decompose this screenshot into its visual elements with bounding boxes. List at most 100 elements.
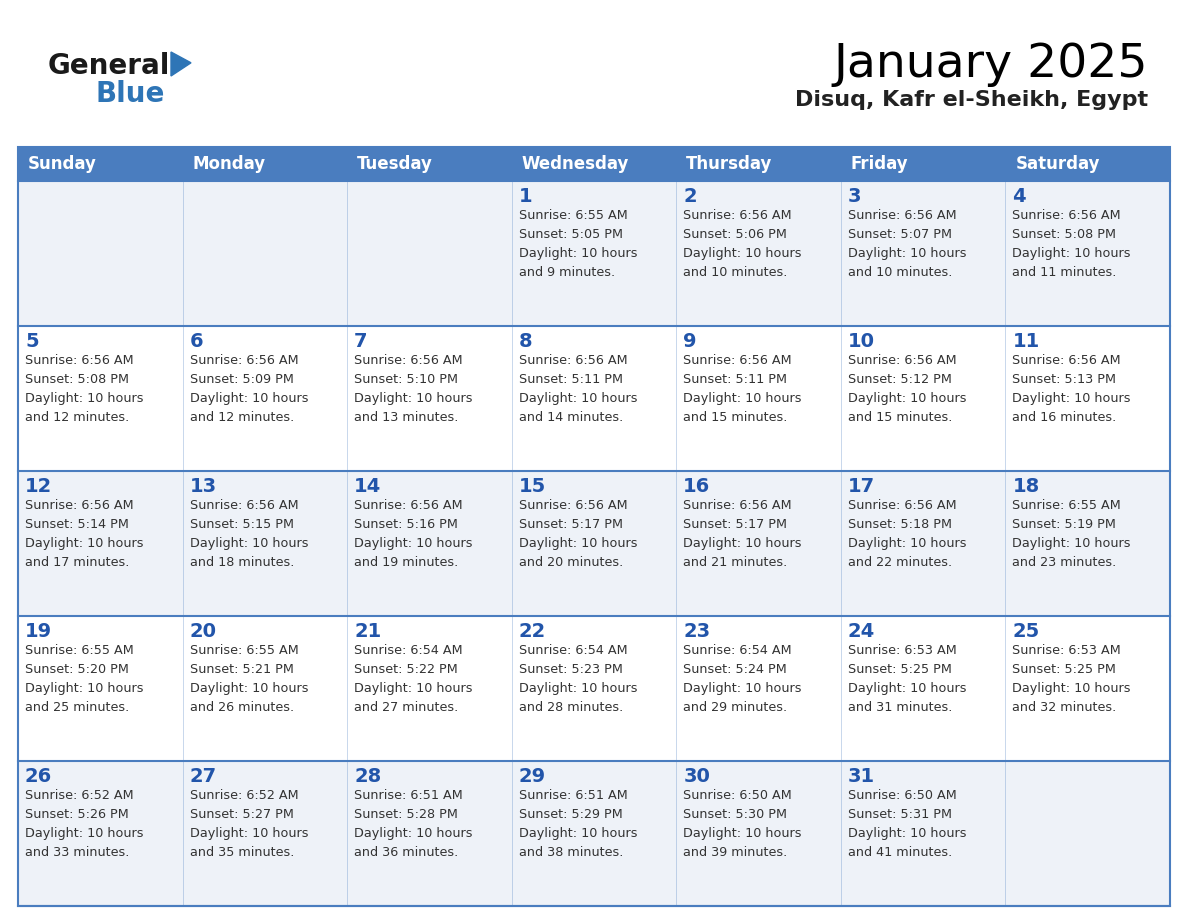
Bar <box>841 147 1005 181</box>
Text: and 16 minutes.: and 16 minutes. <box>1012 411 1117 424</box>
Text: and 9 minutes.: and 9 minutes. <box>519 266 615 279</box>
Text: and 12 minutes.: and 12 minutes. <box>25 411 129 424</box>
Text: Sunset: 5:06 PM: Sunset: 5:06 PM <box>683 228 788 241</box>
Text: Sunset: 5:24 PM: Sunset: 5:24 PM <box>683 663 786 676</box>
Text: 2: 2 <box>683 187 697 206</box>
Text: Sunrise: 6:54 AM: Sunrise: 6:54 AM <box>683 644 792 657</box>
Text: Daylight: 10 hours: Daylight: 10 hours <box>683 827 802 840</box>
Text: Daylight: 10 hours: Daylight: 10 hours <box>25 682 144 695</box>
Text: Sunset: 5:16 PM: Sunset: 5:16 PM <box>354 518 459 531</box>
Text: Sunset: 5:21 PM: Sunset: 5:21 PM <box>190 663 293 676</box>
Text: Sunrise: 6:56 AM: Sunrise: 6:56 AM <box>848 499 956 512</box>
Text: Sunset: 5:26 PM: Sunset: 5:26 PM <box>25 808 128 821</box>
Text: Sunrise: 6:56 AM: Sunrise: 6:56 AM <box>683 209 792 222</box>
Text: Sunset: 5:15 PM: Sunset: 5:15 PM <box>190 518 293 531</box>
Text: Sunrise: 6:51 AM: Sunrise: 6:51 AM <box>519 789 627 802</box>
Bar <box>183 147 347 181</box>
Text: and 22 minutes.: and 22 minutes. <box>848 556 952 569</box>
Text: Sunrise: 6:55 AM: Sunrise: 6:55 AM <box>1012 499 1121 512</box>
Text: Sunset: 5:10 PM: Sunset: 5:10 PM <box>354 373 459 386</box>
Text: Daylight: 10 hours: Daylight: 10 hours <box>683 537 802 550</box>
Text: 5: 5 <box>25 332 39 351</box>
Text: 20: 20 <box>190 622 216 641</box>
Text: 22: 22 <box>519 622 546 641</box>
Text: and 12 minutes.: and 12 minutes. <box>190 411 293 424</box>
Text: and 29 minutes.: and 29 minutes. <box>683 701 788 714</box>
Text: Thursday: Thursday <box>687 155 772 173</box>
Text: Sunrise: 6:56 AM: Sunrise: 6:56 AM <box>519 354 627 367</box>
Text: Sunday: Sunday <box>29 155 97 173</box>
Text: and 27 minutes.: and 27 minutes. <box>354 701 459 714</box>
Text: Sunrise: 6:55 AM: Sunrise: 6:55 AM <box>519 209 627 222</box>
Bar <box>18 181 1170 326</box>
Text: Sunrise: 6:54 AM: Sunrise: 6:54 AM <box>519 644 627 657</box>
Text: and 15 minutes.: and 15 minutes. <box>848 411 953 424</box>
Text: Sunset: 5:14 PM: Sunset: 5:14 PM <box>25 518 128 531</box>
Text: 6: 6 <box>190 332 203 351</box>
Text: 23: 23 <box>683 622 710 641</box>
Bar <box>18 471 1170 616</box>
Text: and 35 minutes.: and 35 minutes. <box>190 846 293 859</box>
Text: Sunrise: 6:55 AM: Sunrise: 6:55 AM <box>190 644 298 657</box>
Text: Daylight: 10 hours: Daylight: 10 hours <box>354 537 473 550</box>
Text: 11: 11 <box>1012 332 1040 351</box>
Text: Sunset: 5:30 PM: Sunset: 5:30 PM <box>683 808 788 821</box>
Text: Sunset: 5:29 PM: Sunset: 5:29 PM <box>519 808 623 821</box>
Bar <box>18 147 1170 906</box>
Text: Sunset: 5:08 PM: Sunset: 5:08 PM <box>1012 228 1117 241</box>
Text: Sunrise: 6:52 AM: Sunrise: 6:52 AM <box>190 789 298 802</box>
Text: Daylight: 10 hours: Daylight: 10 hours <box>1012 392 1131 405</box>
Text: Sunrise: 6:56 AM: Sunrise: 6:56 AM <box>1012 354 1121 367</box>
Text: 17: 17 <box>848 477 876 496</box>
Text: 9: 9 <box>683 332 697 351</box>
Text: Sunset: 5:23 PM: Sunset: 5:23 PM <box>519 663 623 676</box>
Text: 1: 1 <box>519 187 532 206</box>
Text: 14: 14 <box>354 477 381 496</box>
Text: 4: 4 <box>1012 187 1026 206</box>
Text: Friday: Friday <box>851 155 909 173</box>
Bar <box>18 761 1170 906</box>
Text: Sunset: 5:17 PM: Sunset: 5:17 PM <box>683 518 788 531</box>
Text: Sunset: 5:27 PM: Sunset: 5:27 PM <box>190 808 293 821</box>
Text: Sunset: 5:18 PM: Sunset: 5:18 PM <box>848 518 952 531</box>
Text: Sunset: 5:25 PM: Sunset: 5:25 PM <box>848 663 952 676</box>
Text: Sunrise: 6:50 AM: Sunrise: 6:50 AM <box>683 789 792 802</box>
Text: and 31 minutes.: and 31 minutes. <box>848 701 953 714</box>
Text: and 28 minutes.: and 28 minutes. <box>519 701 623 714</box>
Text: and 18 minutes.: and 18 minutes. <box>190 556 293 569</box>
Text: Sunrise: 6:50 AM: Sunrise: 6:50 AM <box>848 789 956 802</box>
Bar <box>512 147 676 181</box>
Text: January 2025: January 2025 <box>834 42 1148 87</box>
Text: and 13 minutes.: and 13 minutes. <box>354 411 459 424</box>
Bar <box>18 616 1170 761</box>
Text: 10: 10 <box>848 332 874 351</box>
Text: Daylight: 10 hours: Daylight: 10 hours <box>519 682 637 695</box>
Text: Saturday: Saturday <box>1016 155 1100 173</box>
Text: Sunrise: 6:56 AM: Sunrise: 6:56 AM <box>1012 209 1121 222</box>
Text: Daylight: 10 hours: Daylight: 10 hours <box>354 827 473 840</box>
Text: 18: 18 <box>1012 477 1040 496</box>
Text: Blue: Blue <box>96 80 165 108</box>
Text: and 19 minutes.: and 19 minutes. <box>354 556 459 569</box>
Text: 13: 13 <box>190 477 216 496</box>
Text: and 39 minutes.: and 39 minutes. <box>683 846 788 859</box>
Text: Sunset: 5:28 PM: Sunset: 5:28 PM <box>354 808 459 821</box>
Text: Daylight: 10 hours: Daylight: 10 hours <box>190 392 308 405</box>
Text: General: General <box>48 52 170 80</box>
Text: Sunrise: 6:56 AM: Sunrise: 6:56 AM <box>354 499 463 512</box>
Text: Sunset: 5:13 PM: Sunset: 5:13 PM <box>1012 373 1117 386</box>
Text: Sunrise: 6:52 AM: Sunrise: 6:52 AM <box>25 789 133 802</box>
Text: Sunset: 5:05 PM: Sunset: 5:05 PM <box>519 228 623 241</box>
Text: Sunset: 5:11 PM: Sunset: 5:11 PM <box>519 373 623 386</box>
Text: Wednesday: Wednesday <box>522 155 630 173</box>
Text: Sunrise: 6:55 AM: Sunrise: 6:55 AM <box>25 644 134 657</box>
Text: Sunrise: 6:56 AM: Sunrise: 6:56 AM <box>848 354 956 367</box>
Text: Daylight: 10 hours: Daylight: 10 hours <box>848 827 966 840</box>
Text: Daylight: 10 hours: Daylight: 10 hours <box>1012 682 1131 695</box>
Text: Daylight: 10 hours: Daylight: 10 hours <box>25 537 144 550</box>
Text: Daylight: 10 hours: Daylight: 10 hours <box>519 392 637 405</box>
Text: Sunset: 5:19 PM: Sunset: 5:19 PM <box>1012 518 1117 531</box>
Text: 12: 12 <box>25 477 52 496</box>
Text: 26: 26 <box>25 767 52 786</box>
Text: and 36 minutes.: and 36 minutes. <box>354 846 459 859</box>
